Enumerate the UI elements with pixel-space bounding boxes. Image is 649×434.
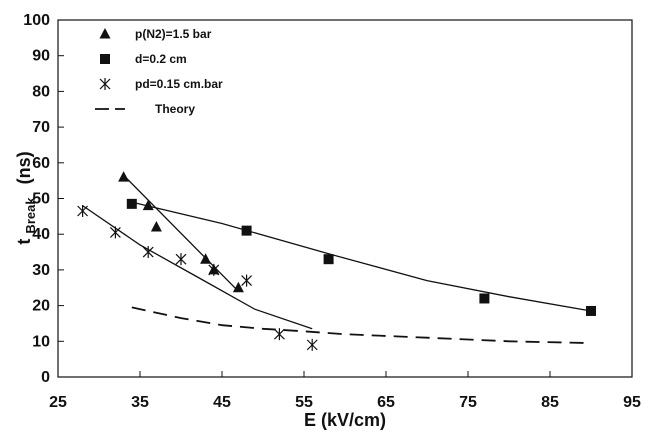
data-point	[241, 225, 252, 236]
y-tick-label: 0	[41, 369, 50, 386]
data-point	[77, 204, 89, 217]
y-tick-label: 80	[32, 83, 50, 100]
y-tick-label: 30	[32, 262, 50, 279]
plot-frame	[57, 19, 633, 378]
x-tick-label: 75	[459, 394, 477, 411]
data-point	[175, 253, 187, 266]
legend-label: d=0.2 cm	[135, 52, 187, 66]
data-point	[323, 254, 334, 265]
y-axis: 0 10 20 30 40 50 60 70 80 90 100	[23, 12, 64, 386]
x-tick-label: 45	[213, 394, 231, 411]
y-axis-title-subscript: Break	[23, 197, 38, 234]
legend-label: Theory	[155, 102, 195, 116]
legend-marker	[99, 78, 111, 90]
legend: p(N2)=1.5 bar d=0.2 cm pd=0.15 cm.bar Theor…	[95, 27, 223, 116]
y-axis-title-unit: (ns)	[14, 151, 34, 184]
data-point	[479, 293, 490, 304]
data-point	[208, 263, 220, 276]
y-tick-label: 70	[32, 119, 50, 136]
y-tick-label: 90	[32, 48, 50, 65]
y-axis-title-main: t	[14, 239, 34, 245]
data-point	[150, 221, 162, 232]
data-point	[273, 328, 285, 341]
legend-label: pd=0.15 cm.bar	[135, 77, 223, 91]
data-point	[241, 274, 253, 287]
legend-marker	[100, 54, 110, 64]
x-axis: 25 35 45 55 65 75 85 95	[49, 371, 641, 411]
data-point	[232, 281, 244, 293]
data-point	[126, 198, 137, 209]
data-point	[109, 226, 121, 239]
svg-text:t Break (ns): t Break (ns)	[14, 151, 39, 244]
x-tick-label: 55	[295, 394, 313, 411]
x-axis-title: E (kV/cm)	[304, 410, 386, 430]
x-tick-label: 35	[131, 394, 149, 411]
data-markers	[77, 171, 596, 351]
fit-line	[82, 205, 313, 330]
data-point	[586, 305, 596, 316]
data-point	[142, 199, 154, 211]
legend-item: Theory	[95, 102, 195, 116]
data-point	[200, 253, 212, 264]
legend-label: p(N2)=1.5 bar	[135, 27, 212, 41]
fit-line	[131, 201, 592, 312]
data-point	[118, 171, 130, 182]
legend-item: p(N2)=1.5 bar	[99, 27, 212, 41]
y-tick-label: 50	[32, 191, 50, 208]
data-point	[142, 246, 154, 259]
x-tick-label: 65	[377, 394, 395, 411]
y-tick-label: 60	[32, 155, 50, 172]
y-axis-title: t Break (ns)	[14, 151, 39, 244]
x-tick-label: 95	[623, 394, 641, 411]
legend-marker	[99, 28, 111, 39]
legend-item: d=0.2 cm	[100, 52, 187, 66]
fit-line	[131, 306, 592, 344]
y-tick-label: 40	[32, 226, 50, 243]
fit-lines	[82, 174, 592, 344]
data-point	[306, 338, 318, 351]
y-tick-label: 100	[23, 12, 50, 29]
x-tick-label: 25	[49, 394, 67, 411]
fit-line	[123, 174, 239, 292]
y-tick-label: 20	[32, 298, 50, 315]
x-tick-label: 85	[541, 394, 559, 411]
legend-item: pd=0.15 cm.bar	[99, 77, 223, 91]
y-tick-label: 10	[32, 333, 50, 350]
